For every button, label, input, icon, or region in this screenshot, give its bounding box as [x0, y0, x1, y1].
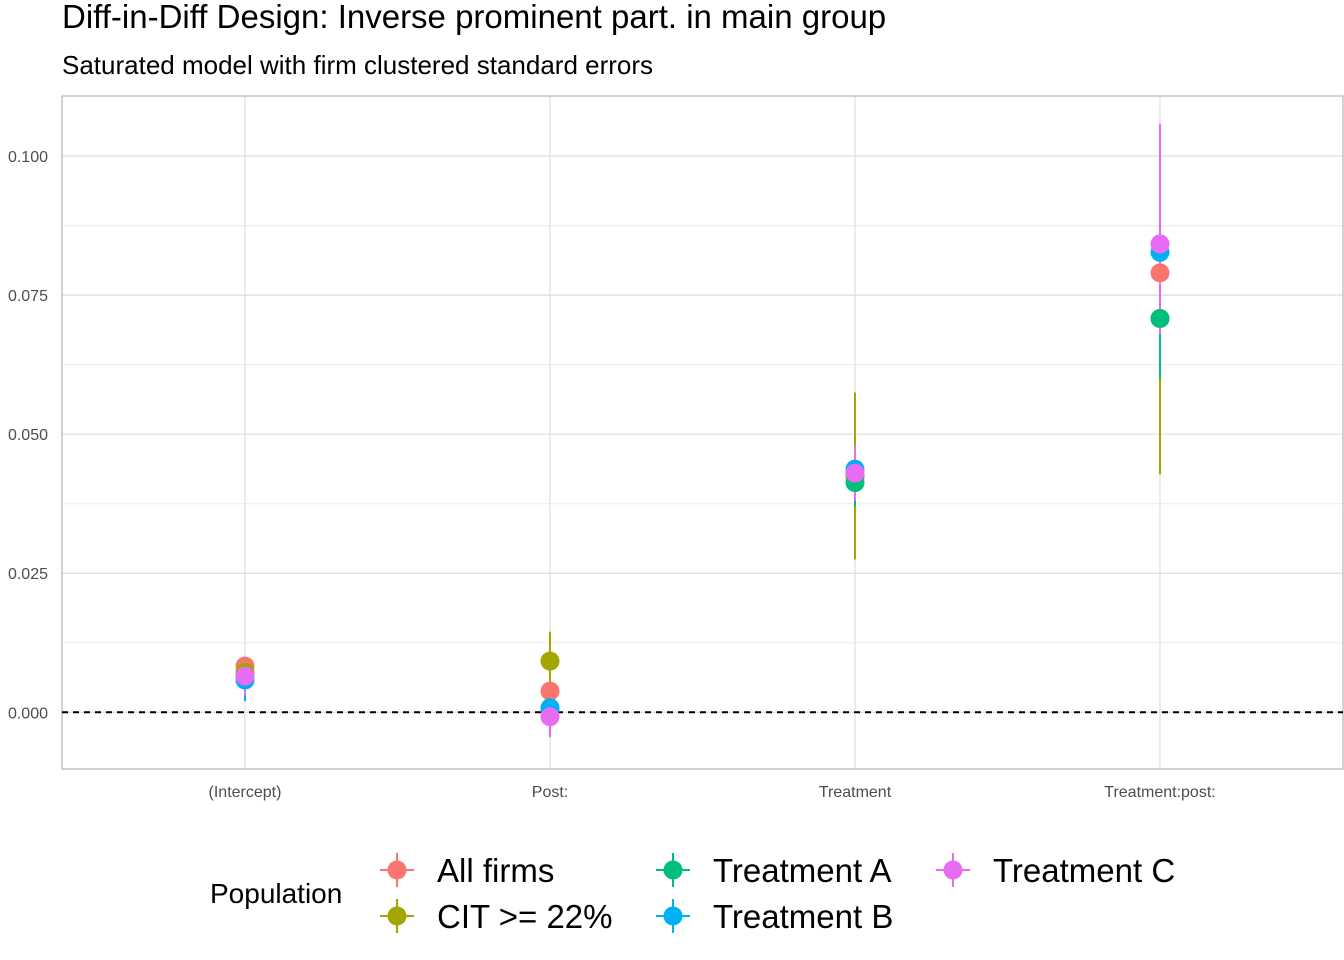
- chart-subtitle: Saturated model with firm clustered stan…: [62, 50, 653, 80]
- y-tick-label: 0.000: [8, 705, 48, 722]
- legend-key-point: [663, 860, 683, 880]
- legend-item: Treatment A: [656, 852, 892, 889]
- chart-marks: [235, 123, 1170, 738]
- legend-key-point: [943, 860, 963, 880]
- data-point: [540, 707, 560, 727]
- legend-label: Treatment B: [713, 898, 893, 935]
- legend-label: Treatment C: [993, 852, 1175, 889]
- y-tick-label: 0.075: [8, 288, 48, 305]
- data-point: [1150, 234, 1170, 254]
- legend-label: CIT >= 22%: [437, 898, 613, 935]
- x-tick-label: Treatment:post:: [1104, 784, 1215, 801]
- x-tick-label: Treatment: [819, 784, 892, 801]
- data-point: [540, 651, 560, 671]
- y-tick-label: 0.100: [8, 149, 48, 166]
- data-point: [1150, 263, 1170, 283]
- chart-title: Diff-in-Diff Design: Inverse prominent p…: [62, 0, 886, 35]
- x-tick-label: Post:: [532, 784, 568, 801]
- legend-label: All firms: [437, 852, 554, 889]
- legend-item: Treatment B: [656, 898, 893, 935]
- data-point: [235, 666, 255, 686]
- data-point: [1150, 308, 1170, 328]
- legend-item: CIT >= 22%: [380, 898, 613, 935]
- legend-label: Treatment A: [713, 852, 892, 889]
- y-tick-label: 0.050: [8, 427, 48, 444]
- data-point: [540, 681, 560, 701]
- x-tick-label: (Intercept): [209, 784, 282, 801]
- legend-key-point: [663, 906, 683, 926]
- legend-key-point: [387, 860, 407, 880]
- legend-item: All firms: [380, 852, 554, 889]
- legend-title: Population: [210, 878, 342, 909]
- data-point: [845, 463, 865, 483]
- panel-border: [61, 95, 1344, 770]
- legend-item: Treatment C: [936, 852, 1175, 889]
- legend-key-point: [387, 906, 407, 926]
- legend: Population All firms CIT >= 22% Treatment …: [210, 852, 1175, 935]
- y-tick-label: 0.025: [8, 566, 48, 583]
- axis-labels: 0.000 0.025 0.050 0.075 0.100 (Intercept) Post…: [8, 149, 1216, 801]
